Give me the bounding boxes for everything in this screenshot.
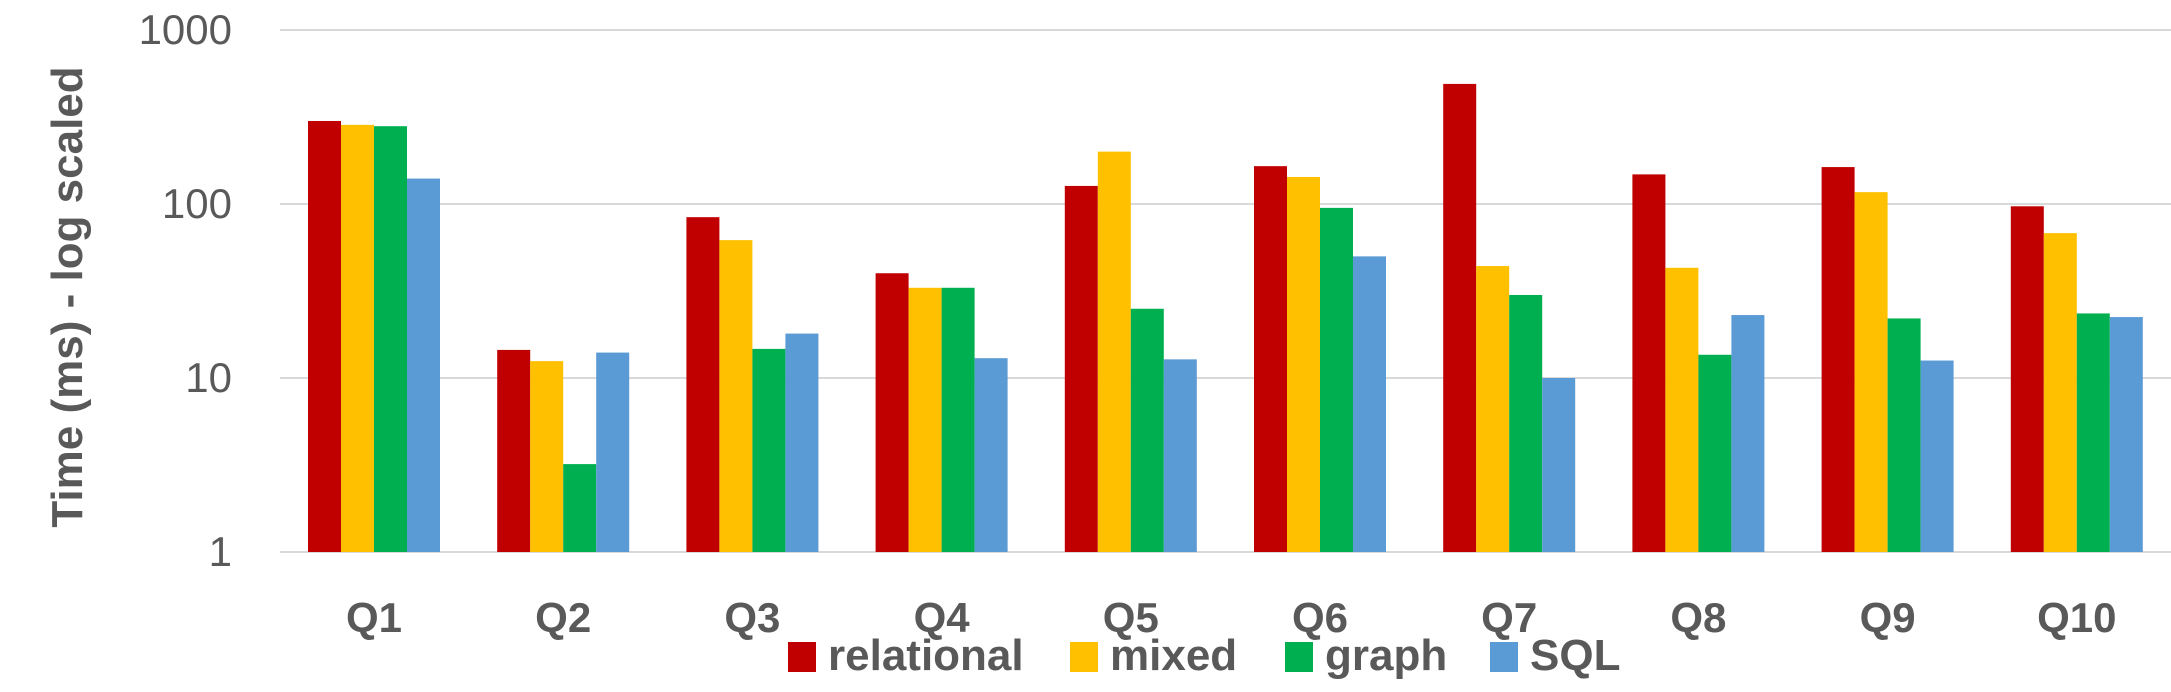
bar-sql-q3	[785, 333, 819, 552]
bars	[308, 83, 2143, 553]
bar-relational-q8	[1632, 174, 1666, 553]
legend: relational mixed graph SQL	[788, 631, 1620, 680]
bar-mixed-q2	[530, 361, 564, 552]
x-category-label: Q8	[1670, 594, 1726, 641]
y-tick-label: 1	[209, 528, 232, 575]
legend-swatch-graph	[1285, 642, 1313, 672]
x-category-label: Q3	[724, 594, 780, 641]
x-category-label: Q4	[914, 594, 971, 641]
legend-label-mixed: mixed	[1110, 631, 1237, 680]
bar-graph-q5	[1130, 308, 1164, 552]
y-axis-ticks: 1 10 100 1000	[139, 6, 232, 575]
bar-mixed-q5	[1097, 151, 1131, 552]
bar-mixed-q8	[1665, 267, 1699, 552]
x-category-label: Q2	[535, 594, 591, 641]
legend-label-relational: relational	[828, 631, 1024, 680]
x-category-label: Q5	[1103, 594, 1159, 641]
bar-graph-q1	[374, 126, 407, 552]
bar-mixed-q9	[1854, 192, 1888, 552]
bar-graph-q9	[1887, 318, 1921, 552]
bar-relational-q7	[1443, 83, 1477, 552]
bar-sql-q9	[1920, 360, 1954, 552]
x-category-label: Q1	[346, 594, 402, 641]
bar-sql-q6	[1353, 256, 1386, 552]
bar-relational-q5	[1064, 185, 1098, 552]
legend-swatch-sql	[1490, 642, 1518, 672]
bar-graph-q6	[1320, 207, 1353, 552]
bar-sql-q4	[974, 358, 1008, 552]
x-category-label: Q7	[1481, 594, 1537, 641]
y-tick-label: 10	[185, 354, 232, 401]
bar-sql-q2	[596, 352, 630, 552]
legend-label-graph: graph	[1325, 631, 1447, 680]
bar-graph-q3	[752, 348, 786, 552]
bar-graph-q2	[563, 464, 597, 552]
bar-relational-q9	[1821, 167, 1855, 553]
bar-graph-q10	[2076, 313, 2110, 552]
bar-relational-q2	[497, 349, 531, 552]
x-category-label: Q9	[1860, 594, 1916, 641]
bar-mixed-q4	[908, 287, 942, 552]
legend-swatch-mixed	[1070, 642, 1098, 672]
x-axis-categories: Q1 Q2 Q3 Q4 Q5 Q6 Q7 Q8 Q9 Q10	[346, 594, 2117, 641]
bar-relational-q4	[875, 273, 909, 552]
x-category-label: Q10	[2037, 594, 2116, 641]
bar-graph-q8	[1698, 354, 1732, 552]
bar-mixed-q10	[2043, 233, 2077, 553]
y-tick-label: 1000	[139, 6, 232, 53]
bar-relational-q6	[1254, 166, 1287, 553]
bar-graph-q4	[941, 287, 975, 552]
legend-swatch-relational	[788, 642, 816, 672]
bar-sql-q5	[1163, 359, 1197, 552]
bar-graph-q7	[1509, 294, 1543, 552]
bar-relational-q3	[686, 217, 720, 552]
bar-relational-q10	[2010, 206, 2044, 553]
bar-mixed-q1	[341, 124, 374, 552]
bar-mixed-q7	[1476, 266, 1510, 552]
bar-mixed-q6	[1287, 176, 1320, 552]
bar-mixed-q3	[719, 240, 753, 552]
x-category-label: Q6	[1292, 594, 1348, 641]
y-axis-title: Time (ms) - log scaled	[43, 66, 92, 527]
bar-sql-q7	[1542, 378, 1576, 552]
bar-sql-q8	[1731, 315, 1765, 552]
bar-sql-q1	[407, 178, 440, 552]
legend-label-sql: SQL	[1530, 631, 1620, 680]
bar-sql-q10	[2109, 317, 2143, 552]
bar-relational-q1	[308, 120, 341, 553]
y-tick-label: 100	[162, 180, 232, 227]
